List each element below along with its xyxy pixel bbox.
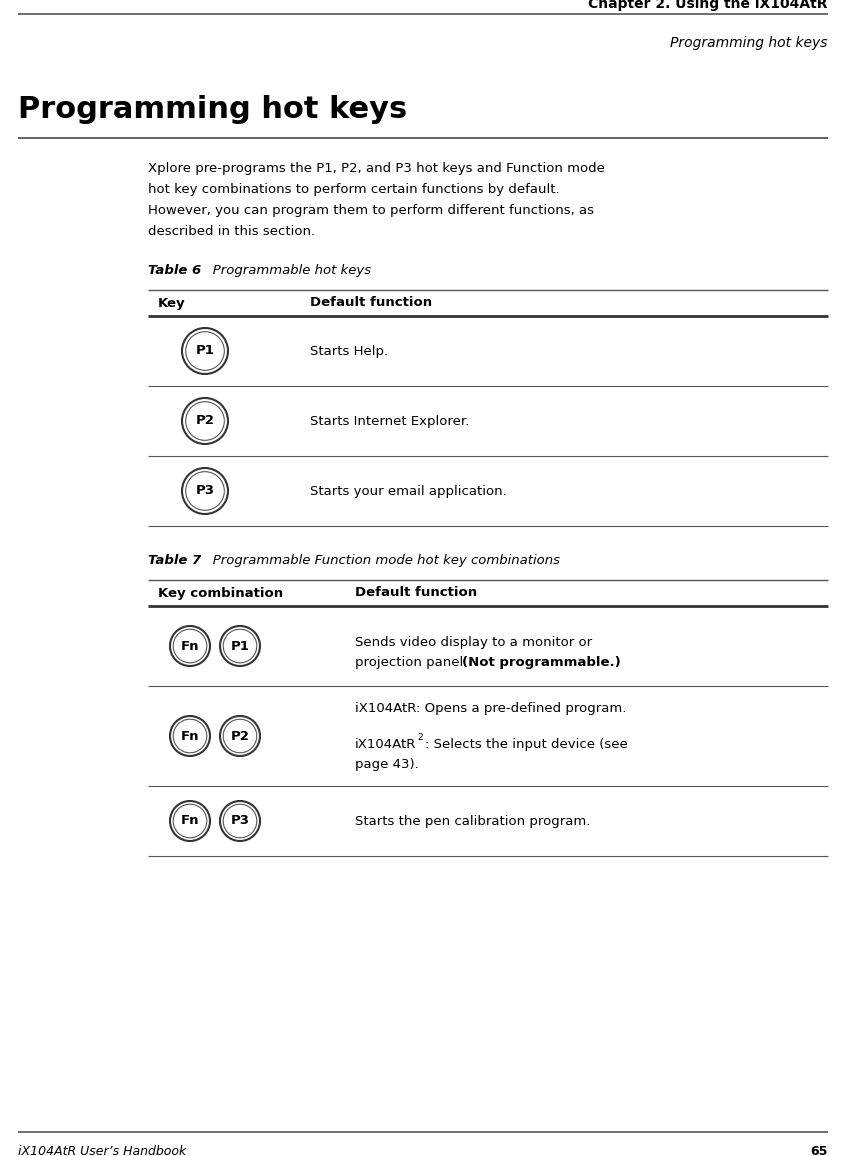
- Text: Default function: Default function: [355, 586, 477, 600]
- Text: Xplore pre-programs the P1, P2, and P3 hot keys and Function mode: Xplore pre-programs the P1, P2, and P3 h…: [148, 162, 605, 175]
- Text: However, you can program them to perform different functions, as: However, you can program them to perform…: [148, 203, 594, 217]
- Circle shape: [170, 801, 210, 842]
- Text: Programming hot keys: Programming hot keys: [18, 95, 407, 124]
- Text: projection panel.: projection panel.: [355, 655, 471, 669]
- Text: hot key combinations to perform certain functions by default.: hot key combinations to perform certain …: [148, 183, 559, 197]
- Text: P1: P1: [195, 344, 214, 357]
- Circle shape: [170, 627, 210, 666]
- Circle shape: [220, 801, 260, 842]
- Text: Programmable Function mode hot key combinations: Programmable Function mode hot key combi…: [200, 554, 560, 566]
- Text: Programmable hot keys: Programmable hot keys: [200, 264, 371, 277]
- Text: Key combination: Key combination: [158, 586, 283, 600]
- Circle shape: [220, 716, 260, 756]
- Text: 65: 65: [810, 1144, 828, 1156]
- Text: page 43).: page 43).: [355, 758, 419, 771]
- Text: Key: Key: [158, 296, 185, 310]
- Text: : Selects the input device (see: : Selects the input device (see: [425, 738, 628, 751]
- Text: iX104AtR: iX104AtR: [355, 738, 416, 751]
- Text: Table 7: Table 7: [148, 554, 201, 566]
- Text: Fn: Fn: [181, 639, 200, 652]
- Text: P2: P2: [195, 415, 214, 428]
- Text: Starts the pen calibration program.: Starts the pen calibration program.: [355, 815, 591, 828]
- Circle shape: [182, 328, 228, 375]
- Text: P3: P3: [195, 484, 215, 497]
- Text: P2: P2: [231, 729, 250, 742]
- Text: iX104AtR User’s Handbook: iX104AtR User’s Handbook: [18, 1144, 186, 1156]
- Circle shape: [182, 398, 228, 444]
- Text: (Not programmable.): (Not programmable.): [462, 655, 621, 669]
- Text: Fn: Fn: [181, 729, 200, 742]
- Text: Fn: Fn: [181, 815, 200, 828]
- Text: Starts Help.: Starts Help.: [310, 344, 388, 357]
- Circle shape: [170, 716, 210, 756]
- Text: iX104AtR: Opens a pre-defined program.: iX104AtR: Opens a pre-defined program.: [355, 702, 626, 716]
- Text: P3: P3: [230, 815, 250, 828]
- Circle shape: [220, 627, 260, 666]
- Circle shape: [182, 468, 228, 514]
- Text: described in this section.: described in this section.: [148, 225, 315, 238]
- Text: Starts your email application.: Starts your email application.: [310, 484, 507, 497]
- Text: Programming hot keys: Programming hot keys: [671, 36, 828, 50]
- Text: Table 6: Table 6: [148, 264, 201, 277]
- Text: Sends video display to a monitor or: Sends video display to a monitor or: [355, 636, 592, 649]
- Text: Default function: Default function: [310, 296, 432, 310]
- Text: Chapter 2. Using the iX104AtR: Chapter 2. Using the iX104AtR: [589, 0, 828, 12]
- Text: 2: 2: [417, 733, 423, 742]
- Text: Starts Internet Explorer.: Starts Internet Explorer.: [310, 415, 470, 428]
- Text: P1: P1: [231, 639, 250, 652]
